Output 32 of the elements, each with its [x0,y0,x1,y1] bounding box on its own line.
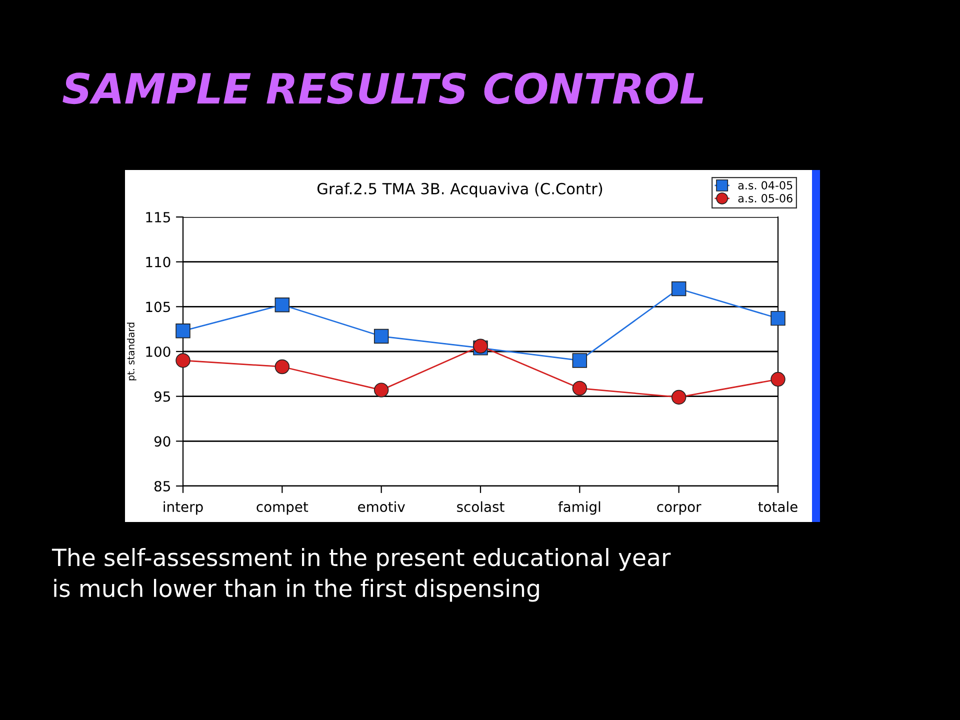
chart-title: SAMPLE RESULTS CONTROL [62,72,704,104]
y-tick-label: 110 [146,256,170,268]
point [572,380,588,396]
point [176,353,190,368]
point [572,353,588,368]
y-tick-label: 95 [154,391,170,402]
y-tick-label: 90 [154,436,170,447]
x-tick-label: emotiv [358,501,405,512]
x-tick-label: totale [758,501,798,512]
x-tick-label: interp [164,501,203,515]
x-tick-label: corpor [657,504,702,515]
point [374,328,389,344]
point [176,324,190,338]
y-tick-label: 115 [146,212,170,222]
x-tick-label: scolast [457,501,504,512]
point [671,281,686,296]
y-axis-title: pt. standard [126,322,136,380]
point [374,382,389,398]
point [770,372,786,387]
y-tick-label: 105 [146,302,170,312]
y-tick-label: 85 [154,480,170,492]
x-tick-label: compet [256,502,308,515]
point [671,390,686,405]
point [770,310,786,326]
chart-subtitle: Graf.2.5 TMA 3B. Acquaviva (C.Contr) [317,182,602,198]
x-tick-label: famigl [558,501,600,515]
point [274,359,290,374]
point [274,298,290,312]
legend-label: a.s. 04-05 [738,181,792,190]
text: The self-assessment in the present educational year is much lower than in the first dispensing [52,548,671,602]
legend-label: a.s. 05-06 [738,194,792,202]
y-tick-label: 100 [146,346,170,357]
